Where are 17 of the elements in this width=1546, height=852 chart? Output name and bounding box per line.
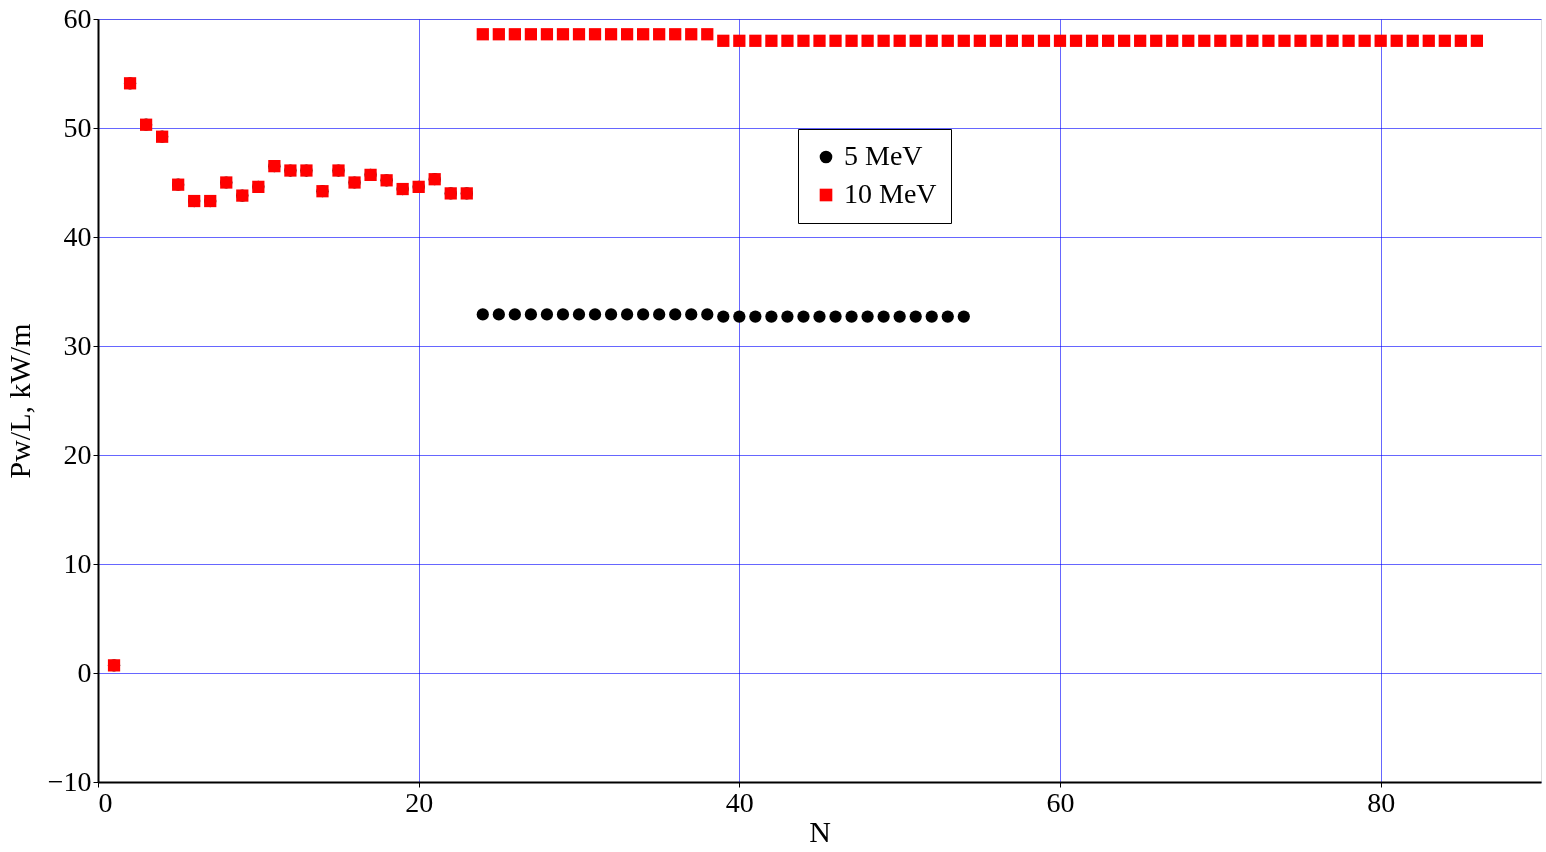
y-tick-label: 40 [63, 220, 92, 252]
legend-label: 10 MeV [844, 178, 937, 209]
x-tick-label: 20 [405, 786, 434, 818]
y-tick-label: 30 [63, 329, 92, 361]
x-tick-label: 0 [98, 786, 113, 818]
y-axis-title: Pw/L, kW/m [2, 323, 36, 479]
x-axis-title: N [809, 814, 831, 848]
legend-label: 5 MeV [844, 140, 923, 171]
y-tick-label: 0 [77, 656, 92, 688]
x-tick-label: 60 [1046, 786, 1075, 818]
y-tick-label: 50 [63, 111, 92, 143]
x-tick-label: 80 [1367, 786, 1396, 818]
y-tick-label: 10 [63, 547, 92, 579]
y-tick-label: −10 [47, 765, 92, 797]
y-tick-label: 60 [63, 2, 92, 34]
x-tick-label: 40 [725, 786, 754, 818]
y-tick-label: 20 [63, 438, 92, 470]
